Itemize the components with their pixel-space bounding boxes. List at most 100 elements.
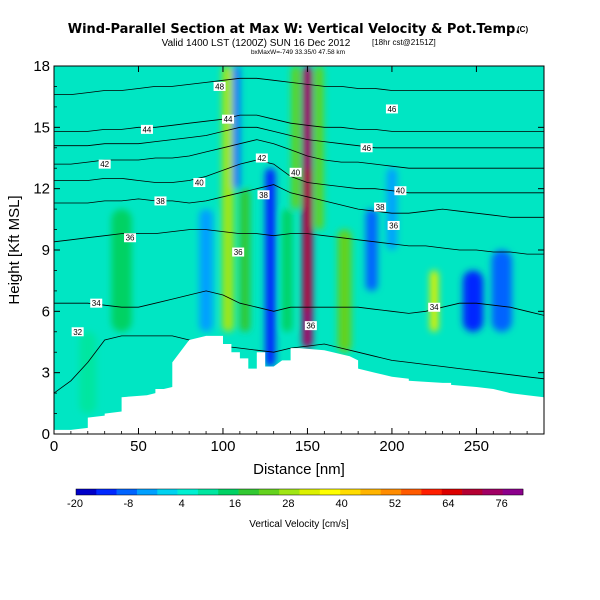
y-tick-9: 9 — [42, 242, 50, 259]
x-tick-150: 150 — [295, 438, 320, 455]
colorbar-swatch-16 — [401, 489, 422, 495]
x-tick-50: 50 — [130, 438, 147, 455]
svg-text:34: 34 — [430, 303, 439, 312]
contour-label-48: 48 — [213, 81, 226, 91]
svg-text:42: 42 — [100, 160, 109, 169]
y-tick-0: 0 — [42, 426, 50, 443]
w-feature-13 — [429, 270, 439, 332]
contour-label-extra-4: 36 — [232, 247, 245, 257]
contour-label-extra-10: 34 — [428, 302, 441, 312]
colorbar-swatch-2 — [116, 489, 138, 495]
x-tick-100: 100 — [210, 438, 235, 455]
svg-text:36: 36 — [234, 248, 243, 257]
w-feature-4 — [315, 66, 324, 230]
contour-label-extra-3: 38 — [257, 190, 270, 200]
contour-label-42: 42 — [98, 159, 111, 169]
chart-title: Wind-Parallel Section at Max W: Vertical… — [68, 22, 521, 37]
colorbar-swatch-15 — [380, 489, 402, 495]
svg-text:38: 38 — [156, 197, 165, 206]
colorbar-swatch-4 — [157, 489, 178, 495]
w-feature-1 — [304, 168, 311, 312]
colorbar-tick-8: 76 — [496, 498, 508, 510]
x-tick-0: 0 — [50, 438, 58, 455]
colorbar-swatch-6 — [197, 489, 219, 495]
contour-label-44: 44 — [140, 124, 153, 134]
w-feature-15 — [491, 250, 512, 332]
theta-contour-40 — [54, 159, 544, 194]
terrain-profile — [54, 335, 544, 434]
colorbar-tick-7: 64 — [442, 498, 454, 510]
theta-contour-44 — [54, 114, 544, 132]
y-axis-label: Height [Kft MSL] — [6, 195, 23, 304]
svg-text:46: 46 — [387, 105, 396, 114]
w-feature-7 — [265, 168, 276, 367]
contour-label-extra-9: 36 — [387, 220, 400, 230]
colorbar-swatch-0 — [76, 489, 97, 495]
contour-label-40: 40 — [193, 178, 206, 188]
w-feature-12 — [386, 168, 397, 250]
colorbar-swatch-17 — [421, 489, 443, 495]
theta-contour-32 — [54, 335, 544, 394]
y-tick-6: 6 — [42, 303, 50, 320]
colorbar-tick-4: 28 — [282, 498, 294, 510]
theta-contours — [54, 77, 544, 394]
colorbar-tick-1: -8 — [123, 498, 133, 510]
colorbar-swatch-21 — [502, 489, 524, 495]
theta-contour-42 — [54, 139, 544, 169]
svg-text:40: 40 — [195, 179, 204, 188]
w-feature-11 — [365, 209, 378, 291]
svg-text:36: 36 — [389, 221, 398, 230]
w-feature-16 — [111, 209, 132, 332]
colorbar-swatch-3 — [136, 489, 158, 495]
contour-label-34: 34 — [90, 298, 103, 308]
colorbar-swatch-11 — [299, 489, 321, 495]
theta-contour-48 — [54, 77, 544, 95]
theta-contour-46 — [54, 126, 544, 149]
colorbar-label: Vertical Velocity [cm/s] — [249, 519, 349, 530]
x-tick-250: 250 — [464, 438, 489, 455]
colorbar-swatch-19 — [462, 489, 483, 495]
contour-label-extra-0: 44 — [222, 114, 235, 124]
contour-label-extra-2: 40 — [289, 167, 302, 177]
theta-contour-34 — [54, 290, 544, 316]
svg-text:40: 40 — [291, 168, 300, 177]
svg-text:38: 38 — [376, 203, 385, 212]
colorbar-swatch-5 — [177, 489, 199, 495]
contour-label-32: 32 — [71, 327, 84, 337]
colorbar-tick-5: 40 — [336, 498, 348, 510]
contour-label-38: 38 — [154, 196, 167, 206]
w-feature-9 — [199, 209, 213, 332]
contour-label-extra-6: 46 — [385, 104, 398, 114]
contour-label-extra-1: 42 — [255, 153, 268, 163]
contour-labels: 32 34 36 38 40 42 44 46 48 44 42 40 38 36 36 46 40 38 36 34 — [71, 81, 441, 337]
svg-text:46: 46 — [362, 144, 371, 153]
w-feature-17 — [79, 331, 97, 414]
x-axis: 0 50 100 150 200 250 — [50, 66, 528, 455]
svg-text:34: 34 — [92, 299, 101, 308]
w-feature-2 — [282, 209, 293, 332]
run-info: [18hr cst@2151Z] — [372, 38, 436, 47]
w-feature-5 — [222, 66, 234, 332]
w-feature-6 — [239, 188, 250, 332]
colorbar-swatch-20 — [482, 489, 503, 495]
contour-label-46: 46 — [360, 143, 373, 153]
contour-label-extra-7: 40 — [394, 186, 407, 196]
x-axis-label: Distance [nm] — [253, 461, 345, 478]
colorbar-swatch-10 — [279, 489, 300, 495]
location-line: bxMaxW=-749 33.35/0 47.58 km — [251, 49, 345, 56]
theta-contour-38 — [54, 184, 544, 218]
svg-text:36: 36 — [126, 234, 135, 243]
colorbar-swatch-13 — [340, 489, 361, 495]
colorbar-swatch-1 — [96, 489, 117, 495]
w-feature-8 — [233, 66, 240, 189]
colorbar-swatch-9 — [258, 489, 280, 495]
colorbar: -20 -8 4 16 28 40 52 64 76 — [67, 488, 524, 510]
y-tick-3: 3 — [42, 365, 50, 382]
svg-text:44: 44 — [224, 115, 233, 124]
svg-text:44: 44 — [142, 125, 151, 134]
x-tick-200: 200 — [379, 438, 404, 455]
w-feature-10 — [337, 229, 352, 353]
svg-text:36: 36 — [306, 322, 315, 331]
contour-label-36: 36 — [124, 233, 137, 243]
svg-text:32: 32 — [73, 328, 82, 337]
